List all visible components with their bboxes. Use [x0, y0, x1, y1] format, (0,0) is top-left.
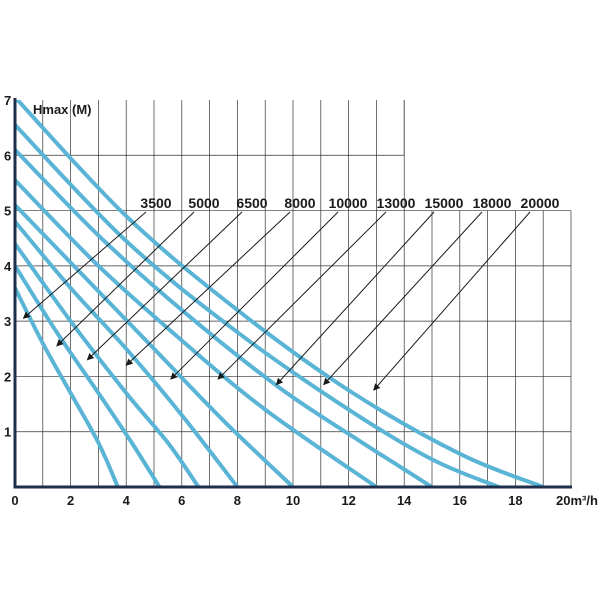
series-labels: 3500 5000 6500 8000 10000 13000 15000 18000 2000…	[140, 195, 559, 211]
series-line-18000	[15, 122, 501, 487]
x-tick-label: 6	[178, 493, 185, 508]
arrow-20000	[373, 211, 531, 391]
y-tick-label: 5	[4, 204, 11, 219]
series-label-18000: 18000	[473, 195, 512, 211]
arrow-3500	[22, 211, 147, 319]
curves	[15, 100, 546, 487]
series-label-6500: 6500	[236, 195, 267, 211]
arrows	[22, 211, 531, 391]
axes	[13, 98, 572, 489]
y-tick-label: 4	[4, 259, 12, 274]
series-label-10000: 10000	[329, 195, 368, 211]
arrow-5000	[56, 211, 195, 347]
x-tick-label: 8	[234, 493, 241, 508]
arrow-15000	[275, 211, 435, 386]
series-label-5000: 5000	[188, 195, 219, 211]
arrow-8000	[125, 211, 291, 366]
arrow-10000	[170, 211, 339, 380]
series-label-20000: 20000	[521, 195, 560, 211]
series-line-20000	[15, 100, 546, 487]
series-line-6500	[15, 241, 201, 487]
x-tick-label: 0	[11, 493, 18, 508]
y-tick-label: 2	[4, 369, 11, 384]
series-line-8000	[15, 219, 240, 487]
series-label-8000: 8000	[284, 195, 315, 211]
x-tick-label: 16	[453, 493, 467, 508]
series-label-13000: 13000	[377, 195, 416, 211]
x-tick-label: 14	[397, 493, 412, 508]
series-line-13000	[15, 178, 379, 487]
y-axis-label: Hmax (M)	[33, 102, 92, 117]
y-tick-label: 7	[4, 93, 11, 108]
x-tick-label: 10	[286, 493, 300, 508]
series-line-3500	[15, 285, 120, 487]
x-tick-label: 18	[508, 493, 522, 508]
series-label-15000: 15000	[425, 195, 464, 211]
x-axis-label: 20m³/h	[556, 493, 598, 508]
arrow-6500	[86, 211, 243, 361]
arrow-13000	[217, 211, 387, 380]
series-line-15000	[15, 147, 434, 487]
y-tick-label: 6	[4, 148, 11, 163]
x-tick-label: 2	[67, 493, 74, 508]
x-tick-label: 12	[341, 493, 355, 508]
x-tick-label: 4	[123, 493, 131, 508]
arrow-18000	[323, 211, 483, 386]
series-line-10000	[15, 203, 295, 487]
series-label-3500: 3500	[140, 195, 171, 211]
y-tick-label: 1	[4, 425, 11, 440]
series-line-5000	[15, 263, 162, 487]
y-tick-label: 3	[4, 314, 11, 329]
